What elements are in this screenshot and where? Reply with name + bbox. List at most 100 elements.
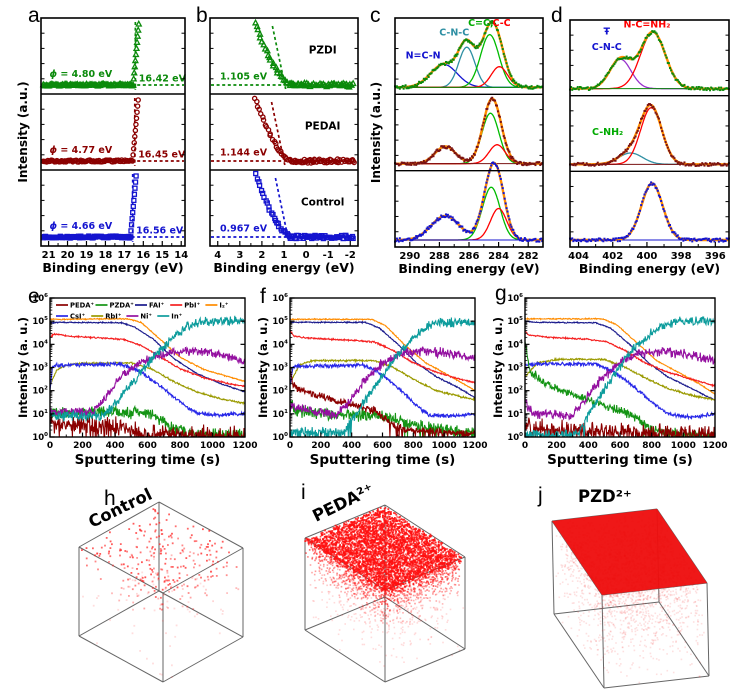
svg-text:400: 400 [106,441,125,451]
svg-text:288: 288 [429,251,450,262]
svg-text:101: 101 [507,409,523,420]
svg-text:284: 284 [488,251,509,262]
svg-text:ϕ = 4.66 eV: ϕ = 4.66 eV [50,221,113,232]
svg-text:Binding energy (eV): Binding energy (eV) [398,261,539,276]
svg-text:105: 105 [32,316,48,327]
panel-letter-e: e [28,285,40,308]
svg-text:14: 14 [174,250,188,261]
svg-text:4: 4 [214,250,221,261]
panel-i-3d-render-peda: PEDA²⁺ [296,480,511,691]
svg-text:C-C: C-C [493,18,511,29]
svg-text:C-N-C: C-N-C [592,42,622,53]
svg-text:1.144 eV: 1.144 eV [220,148,268,159]
svg-text:PEDA⁺: PEDA⁺ [70,302,95,310]
svg-text:CsI⁺: CsI⁺ [70,313,86,321]
svg-text:0: 0 [47,441,53,451]
svg-text:102: 102 [32,386,48,397]
svg-text:104: 104 [507,339,523,350]
svg-text:RbI⁺: RbI⁺ [105,313,122,321]
svg-text:396: 396 [705,251,726,262]
svg-text:286: 286 [459,251,480,262]
svg-text:19: 19 [80,250,94,261]
svg-text:In⁺: In⁺ [171,313,182,321]
svg-text:Sputtering time (s): Sputtering time (s) [547,452,693,468]
panel-f-sims-depth-profile: 100 101 102 103 104 105 106 0 200 400 600 800 1000 12… [256,284,492,468]
panel-g-sims-depth-profile: 100 101 102 103 104 105 106 0 200 400 600 800 1000 12… [490,284,736,468]
svg-text:1200: 1200 [702,441,727,451]
svg-text:105: 105 [272,316,288,327]
svg-text:16.45 eV: 16.45 eV [138,150,186,161]
panel-c-xps-c1s-chart: N=C-N C-N-C C=C, C-C 290 288 286 284 282 Binding … [368,2,548,278]
panel-letter-c: c [370,4,381,27]
svg-text:800: 800 [171,441,190,451]
svg-text:103: 103 [272,363,288,374]
svg-text:402: 402 [602,251,623,262]
svg-text:-2: -2 [345,250,356,261]
panel-letter-d: d [551,4,563,27]
svg-text:106: 106 [272,293,288,304]
svg-text:1200: 1200 [462,441,487,451]
svg-text:16: 16 [136,250,150,261]
svg-text:100: 100 [272,432,288,443]
svg-text:I₂⁺: I₂⁺ [219,302,229,310]
svg-text:200: 200 [73,441,92,451]
panel-letter-i: i [301,481,306,504]
svg-text:16.56 eV: 16.56 eV [136,226,184,237]
svg-text:102: 102 [272,386,288,397]
svg-text:103: 103 [507,363,523,374]
svg-text:0: 0 [303,250,310,261]
svg-text:106: 106 [507,293,523,304]
svg-text:PbI⁺: PbI⁺ [184,302,200,310]
svg-text:17: 17 [117,250,131,261]
svg-text:16.42 eV: 16.42 eV [139,74,187,85]
svg-text:18: 18 [98,250,112,261]
panel-e-sims-depth-profile: 100 101 102 103 104 105 106 0 200 400 600 800 1000 12… [16,284,262,468]
svg-text:ϕ = 4.77 eV: ϕ = 4.77 eV [50,145,113,156]
svg-text:FAI⁺: FAI⁺ [149,302,165,310]
svg-text:100: 100 [507,432,523,443]
svg-text:105: 105 [507,316,523,327]
svg-text:Control: Control [85,485,155,532]
svg-text:Intenisty (a. u.): Intenisty (a. u.) [256,317,270,418]
svg-text:Intensity (a.u.): Intensity (a.u.) [16,81,30,182]
svg-text:1000: 1000 [671,441,696,451]
svg-text:N-C=NH₂: N-C=NH₂ [623,19,670,30]
svg-text:101: 101 [32,409,48,420]
svg-text:C=C,: C=C, [468,18,494,29]
svg-text:0.967 eV: 0.967 eV [220,224,268,235]
svg-text:200: 200 [547,441,566,451]
svg-text:Control: Control [301,197,344,209]
svg-text:PEDAI: PEDAI [305,121,341,133]
svg-text:290: 290 [399,251,420,262]
svg-text:Ni⁺: Ni⁺ [140,313,152,321]
svg-text:100: 100 [32,432,48,443]
svg-text:Sputtering time (s): Sputtering time (s) [75,452,221,468]
svg-text:Ŧ: Ŧ [604,26,611,37]
svg-text:106: 106 [32,293,48,304]
panel-letter-b: b [196,4,208,27]
svg-text:PZDI: PZDI [309,45,337,57]
svg-text:1.105 eV: 1.105 eV [220,72,268,83]
svg-text:PZDA⁺: PZDA⁺ [110,302,135,310]
svg-text:800: 800 [642,441,661,451]
panel-j-3d-render-pzd: PZD²⁺ [518,480,737,691]
svg-text:101: 101 [272,409,288,420]
svg-text:N=C-N: N=C-N [406,51,441,62]
svg-text:282: 282 [518,251,539,262]
svg-text:0: 0 [287,441,293,451]
svg-text:Intensity (a.u.): Intensity (a.u.) [369,82,383,183]
svg-text:0: 0 [522,441,528,451]
svg-text:Intenisty (a. u.): Intenisty (a. u.) [16,317,30,418]
svg-text:C-N-C: C-N-C [439,28,469,39]
svg-text:800: 800 [404,441,423,451]
svg-text:Binding energy (eV): Binding energy (eV) [213,260,354,275]
svg-text:20: 20 [61,250,75,261]
panel-letter-f: f [260,285,266,308]
svg-text:Binding energy (eV): Binding energy (eV) [42,260,183,275]
svg-text:104: 104 [272,339,288,350]
svg-text:103: 103 [32,363,48,374]
panel-letter-j: j [538,484,543,507]
svg-text:15: 15 [155,250,169,261]
svg-text:2: 2 [258,250,265,261]
panel-a-ups-cutoff-chart: ϕ = 4.80 eV 16.42 eV ϕ = 4.77 eV 16.45 eV ϕ … [16,2,192,278]
